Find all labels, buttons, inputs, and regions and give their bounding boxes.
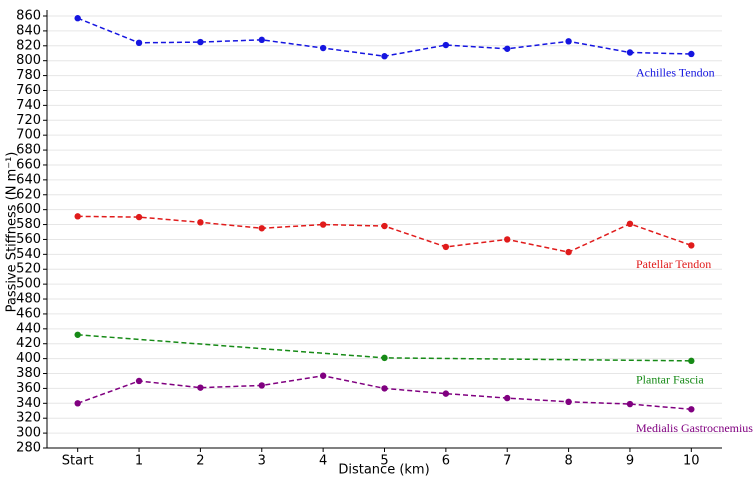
y-tick-label: 360 (16, 381, 41, 396)
x-tick-label: Start (62, 454, 94, 469)
data-point (319, 372, 327, 379)
data-point (319, 44, 327, 52)
x-tick-label: 10 (683, 454, 700, 469)
x-tick-label: 5 (380, 454, 388, 469)
y-tick-label: 340 (16, 396, 41, 411)
data-point (74, 213, 81, 220)
y-tick-label: 580 (16, 217, 41, 232)
y-tick-label: 720 (16, 113, 41, 128)
y-tick-label: 640 (16, 172, 41, 187)
y-tick-label: 660 (16, 157, 41, 172)
data-point (135, 377, 143, 385)
data-point (688, 406, 695, 413)
data-point (258, 36, 265, 44)
y-tick-label: 840 (16, 23, 41, 38)
y-tick-label: 820 (16, 38, 41, 53)
y-tick-label: 280 (16, 441, 41, 456)
data-point (74, 400, 81, 407)
series-label: Medialis Gastrocnemius (636, 421, 753, 435)
x-tick-label: 7 (503, 454, 511, 469)
data-point (74, 15, 81, 22)
y-tick-label: 480 (16, 292, 41, 307)
x-tick-label: 2 (196, 454, 204, 469)
x-tick-label: 1 (135, 454, 143, 469)
data-point (626, 400, 634, 408)
y-axis-label: Passive Stiffness (N m⁻¹) (5, 152, 20, 313)
x-tick-label: 9 (626, 454, 634, 469)
y-tick-label: 680 (16, 143, 41, 158)
y-tick-label: 540 (16, 247, 41, 262)
data-point (565, 248, 572, 256)
y-tick-label: 700 (16, 128, 41, 143)
y-tick-label: 560 (16, 232, 41, 247)
series-label: Patellar Tendon (636, 257, 711, 271)
x-tick-label: 6 (442, 454, 450, 469)
series-label: Plantar Fascia (636, 373, 704, 387)
data-point (319, 221, 327, 228)
data-point (381, 222, 388, 230)
data-point (197, 38, 204, 46)
data-point (381, 354, 388, 362)
data-point (442, 390, 450, 397)
data-point (258, 225, 265, 232)
data-point (442, 41, 450, 49)
series-line (77, 374, 692, 411)
data-point (504, 236, 511, 243)
y-tick-label: 460 (16, 306, 41, 321)
y-tick-label: 600 (16, 202, 41, 217)
y-tick-label: 400 (16, 351, 41, 366)
x-tick-label: 3 (258, 454, 266, 469)
y-tick-label: 380 (16, 366, 41, 381)
data-point (197, 219, 204, 226)
data-point (565, 38, 572, 45)
series-line (77, 215, 692, 253)
y-tick-label: 420 (16, 336, 41, 351)
data-point (688, 357, 695, 365)
series-line (77, 17, 692, 57)
y-tick-label: 800 (16, 53, 41, 68)
data-point (442, 243, 450, 251)
series-label: Achilles Tendon (636, 66, 715, 80)
data-point (504, 394, 511, 402)
data-point (688, 50, 695, 58)
x-axis-label: Distance (km) (338, 463, 429, 478)
data-point (504, 45, 511, 52)
y-tick-label: 500 (16, 277, 41, 292)
y-tick-label: 320 (16, 411, 41, 426)
data-point (381, 385, 388, 392)
y-tick-label: 760 (16, 83, 41, 98)
y-tick-label: 620 (16, 187, 41, 202)
data-point (688, 242, 695, 249)
data-point (381, 53, 388, 60)
y-tick-label: 780 (16, 68, 41, 83)
data-point (626, 49, 634, 56)
x-tick-label: 4 (319, 454, 327, 469)
y-tick-label: 740 (16, 98, 41, 113)
y-tick-label: 440 (16, 321, 41, 336)
data-point (565, 398, 572, 406)
data-point (135, 213, 143, 221)
x-tick-label: 8 (564, 454, 572, 469)
y-tick-label: 300 (16, 426, 41, 441)
y-tick-label: 520 (16, 262, 41, 277)
data-point (135, 39, 143, 47)
data-point (626, 220, 634, 228)
y-tick-label: 860 (16, 9, 41, 24)
data-point (74, 331, 81, 338)
data-point (197, 384, 204, 391)
data-point (258, 382, 265, 389)
